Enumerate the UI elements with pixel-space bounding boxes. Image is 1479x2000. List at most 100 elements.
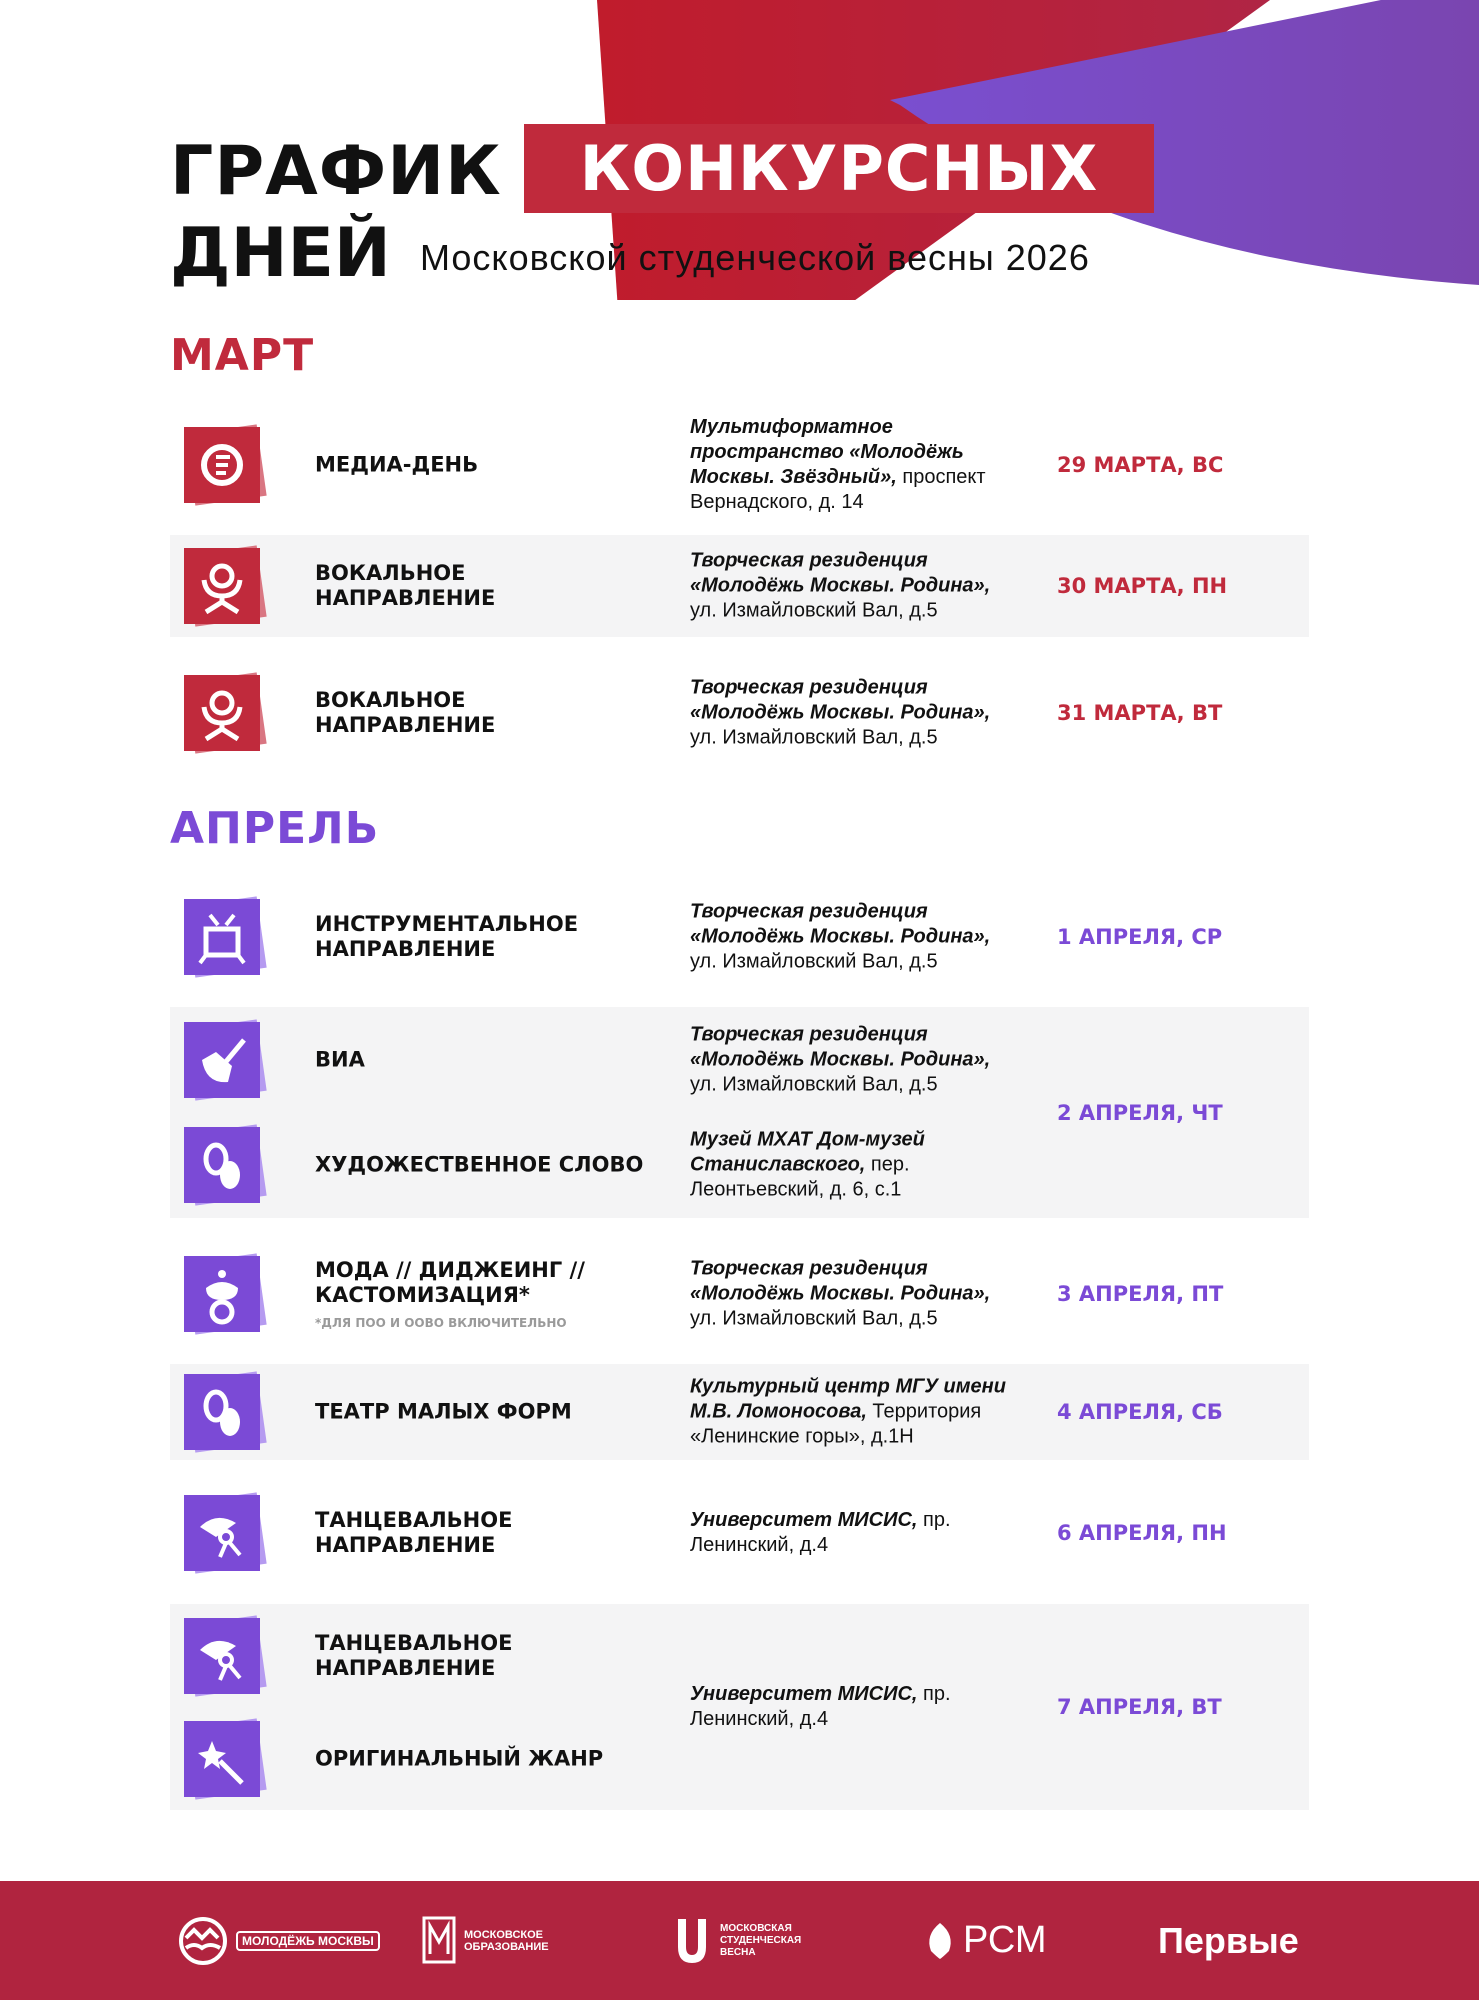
category-label: ТАНЦЕВАЛЬНОЕ НАПРАВЛЕНИЕ: [315, 1630, 513, 1680]
category-name: ВОКАЛЬНОЕ НАПРАВЛЕНИЕ: [315, 688, 645, 738]
schedule-row: ИНСТРУМЕНТАЛЬНОЕ НАПРАВЛЕНИЕ Творческая р…: [170, 886, 1309, 988]
molodezh-logo-icon: [179, 1916, 227, 1965]
mos-obr-logo-icon: [422, 1916, 456, 1963]
schedule-entry: ВОКАЛЬНОЕ НАПРАВЛЕНИЕ Творческая резиденц…: [170, 662, 1070, 764]
category-label: ИНСТРУМЕНТАЛЬНОЕ НАПРАВЛЕНИЕ: [315, 912, 579, 961]
category-label: ВОКАЛЬНОЕ НАПРАВЛЕНИЕ: [315, 688, 496, 737]
logo-pervye: Первые: [1158, 1881, 1299, 2000]
venue-name: Музей МХАТ Дом-музей Станиславского,: [690, 1128, 925, 1176]
schedule-row: ВОКАЛЬНОЕ НАПРАВЛЕНИЕ Творческая резиденц…: [170, 662, 1309, 764]
venue-address: ул. Измайловский Вал, д.5: [690, 950, 938, 973]
logo-text: РСМ: [963, 1919, 1047, 1961]
msv-logo-icon: [678, 1918, 706, 1963]
event-date: 2 АПРЕЛЯ, ЧТ: [1057, 1100, 1223, 1125]
category-label: ХУДОЖЕСТВЕННОЕ СЛОВО: [315, 1152, 644, 1177]
dance-icon: [176, 1610, 268, 1702]
schedule-entry: ХУДОЖЕСТВЕННОЕ СЛОВО Музей МХАТ Дом-музей…: [170, 1113, 1070, 1219]
logo-text: МОСКОВСКАЯ СТУДЕНЧЕСКАЯ ВЕСНА: [720, 1922, 802, 1958]
schedule-entry: ИНСТРУМЕНТАЛЬНОЕ НАПРАВЛЕНИЕ Творческая р…: [170, 886, 1070, 988]
venue-address: ул. Измайловский Вал, д.5: [690, 1073, 938, 1096]
vocal-icon: [176, 540, 268, 632]
masks-icon: [176, 1366, 268, 1458]
venue-name: Университет МИСИС,: [690, 1509, 918, 1531]
logo-molodezh-moskvy: МОЛОДЁЖЬ МОСКВЫ: [178, 1881, 380, 2000]
event-date: 4 АПРЕЛЯ, СБ: [1057, 1400, 1223, 1424]
category-name: МОДА // ДИДЖЕИНГ // КАСТОМИЗАЦИЯ* *ДЛЯ ПО…: [315, 1258, 645, 1330]
schedule-entry: ОРИГИНАЛЬНЫЙ ЖАНР: [170, 1707, 1070, 1810]
title-line1: ГРАФИК: [170, 132, 502, 211]
venue-address: пр. Ленинский, д.4: [690, 1509, 951, 1556]
schedule-entry: ТАНЦЕВАЛЬНОЕ НАПРАВЛЕНИЕ Университет МИСИ…: [170, 1604, 1070, 1730]
event-date: 3 АПРЕЛЯ, ПТ: [1057, 1282, 1224, 1306]
subtitle: Московской студенческой весны 2026: [420, 237, 1090, 278]
venue-address: пр. Ленинский, д.4: [690, 1683, 951, 1730]
schedule-row: ВОКАЛЬНОЕ НАПРАВЛЕНИЕ Творческая резиденц…: [170, 535, 1309, 637]
schedule-entry: ТЕАТР МАЛЫХ ФОРМ Культурный центр МГУ име…: [170, 1364, 1070, 1460]
month-april: АПРЕЛЬ: [170, 803, 380, 854]
venue-name: Мультиформатное пространство «Молодёжь М…: [690, 416, 964, 488]
logo-text: МОЛОДЁЖЬ МОСКВЫ: [236, 1930, 380, 1951]
category-name: ИНСТРУМЕНТАЛЬНОЕ НАПРАВЛЕНИЕ: [315, 912, 645, 962]
schedule-row: МОДА // ДИДЖЕИНГ // КАСТОМИЗАЦИЯ* *ДЛЯ ПО…: [170, 1243, 1309, 1345]
schedule-entry: ВИА Творческая резиденция «Молодёжь Москв…: [170, 1007, 1070, 1113]
category-name: ОРИГИНАЛЬНЫЙ ЖАНР: [315, 1746, 645, 1771]
footer: МОЛОДЁЖЬ МОСКВЫ МОСКОВСКОЕ ОБРАЗОВАНИЕ М…: [0, 1881, 1479, 2000]
venue-name: Творческая резиденция «Молодёжь Москвы. …: [690, 549, 991, 597]
venue-address: пер. Леонтьевский, д. 6, с.1: [690, 1153, 910, 1201]
venue: Творческая резиденция «Молодёжь Москвы. …: [690, 1022, 1020, 1097]
venue-address: ул. Измайловский Вал, д.5: [690, 726, 938, 749]
category-label: ТАНЦЕВАЛЬНОЕ НАПРАВЛЕНИЕ: [315, 1508, 513, 1557]
venue-name: Творческая резиденция «Молодёжь Москвы. …: [690, 676, 991, 724]
dance-icon: [176, 1487, 268, 1579]
schedule-entry: ТАНЦЕВАЛЬНОЕ НАПРАВЛЕНИЕ Университет МИСИ…: [170, 1485, 1070, 1581]
venue-address: ул. Измайловский Вал, д.5: [690, 1307, 938, 1330]
venue-address: Территория «Ленинские горы», д.1Н: [690, 1400, 982, 1448]
fashion-icon: [176, 1248, 268, 1340]
category-note: *ДЛЯ ПОО И ООВО ВКЛЮЧИТЕЛЬНО: [315, 1316, 567, 1330]
schedule-row: ТАНЦЕВАЛЬНОЕ НАПРАВЛЕНИЕ Университет МИСИ…: [170, 1604, 1309, 1810]
schedule-entry: МОДА // ДИДЖЕИНГ // КАСТОМИЗАЦИЯ* *ДЛЯ ПО…: [170, 1243, 1070, 1345]
schedule-row: ТЕАТР МАЛЫХ ФОРМ Культурный центр МГУ име…: [170, 1364, 1309, 1460]
schedule-row: ВИА Творческая резиденция «Молодёжь Москв…: [170, 1007, 1309, 1218]
event-date: 1 АПРЕЛЯ, СР: [1057, 925, 1223, 949]
venue: Университет МИСИС, пр. Ленинский, д.4: [690, 1508, 1020, 1558]
venue-name: Творческая резиденция «Молодёжь Москвы. …: [690, 1257, 991, 1305]
event-date: 30 МАРТА, ПН: [1057, 574, 1228, 598]
category-label: МОДА // ДИДЖЕИНГ // КАСТОМИЗАЦИЯ*: [315, 1258, 585, 1307]
category-label: ОРИГИНАЛЬНЫЙ ЖАНР: [315, 1746, 604, 1770]
leaf-icon: [929, 1922, 951, 1959]
venue: Музей МХАТ Дом-музей Станиславского, пер…: [690, 1128, 1020, 1203]
logo-text: МОСКОВСКОЕ ОБРАЗОВАНИЕ: [464, 1928, 549, 1953]
category-name: ТАНЦЕВАЛЬНОЕ НАПРАВЛЕНИЕ: [315, 1508, 645, 1558]
category-name: ВИА: [315, 1047, 645, 1072]
logo-msv: МОСКОВСКАЯ СТУДЕНЧЕСКАЯ ВЕСНА: [672, 1881, 820, 2000]
schedule-entry: ВОКАЛЬНОЕ НАПРАВЛЕНИЕ Творческая резиденц…: [170, 535, 1070, 637]
category-name: ХУДОЖЕСТВЕННОЕ СЛОВО: [315, 1153, 645, 1178]
venue: Творческая резиденция «Молодёжь Москвы. …: [690, 676, 1020, 751]
title-highlight: КОНКУРСНЫХ: [524, 124, 1154, 213]
event-date: 6 АПРЕЛЯ, ПН: [1057, 1521, 1227, 1545]
guitar-icon: [176, 1014, 268, 1106]
month-march: МАРТ: [170, 330, 315, 381]
venue: Творческая резиденция «Молодёжь Москвы. …: [690, 900, 1020, 975]
category-name: МЕДИА-ДЕНЬ: [315, 453, 645, 478]
schedule-entry: МЕДИА-ДЕНЬ Мультиформатное пространство «…: [170, 414, 1070, 516]
media-icon: [176, 419, 268, 511]
logo-mos-obrazovanie: МОСКОВСКОЕ ОБРАЗОВАНИЕ: [422, 1881, 549, 2000]
venue: Мультиформатное пространство «Молодёжь М…: [690, 415, 1020, 515]
category-label: МЕДИА-ДЕНЬ: [315, 452, 479, 477]
venue-name: Творческая резиденция «Молодёжь Москвы. …: [690, 900, 991, 948]
event-date: 7 АПРЕЛЯ, ВТ: [1057, 1695, 1222, 1719]
venue: Университет МИСИС, пр. Ленинский, д.4: [690, 1682, 1020, 1732]
category-label: ТЕАТР МАЛЫХ ФОРМ: [315, 1399, 572, 1424]
logo-text: Первые: [1158, 1919, 1299, 1961]
schedule-row: ТАНЦЕВАЛЬНОЕ НАПРАВЛЕНИЕ Университет МИСИ…: [170, 1485, 1309, 1581]
venue-name: Культурный центр МГУ имени М.В. Ломоносо…: [690, 1375, 1006, 1423]
venue-name: Университет МИСИС,: [690, 1683, 918, 1705]
masks-icon: [176, 1119, 268, 1211]
venue-name: Творческая резиденция «Молодёжь Москвы. …: [690, 1023, 991, 1071]
event-date: 29 МАРТА, ВС: [1057, 453, 1224, 477]
category-label: ВОКАЛЬНОЕ НАПРАВЛЕНИЕ: [315, 561, 496, 610]
category-name: ВОКАЛЬНОЕ НАПРАВЛЕНИЕ: [315, 561, 645, 611]
instrument-icon: [176, 891, 268, 983]
